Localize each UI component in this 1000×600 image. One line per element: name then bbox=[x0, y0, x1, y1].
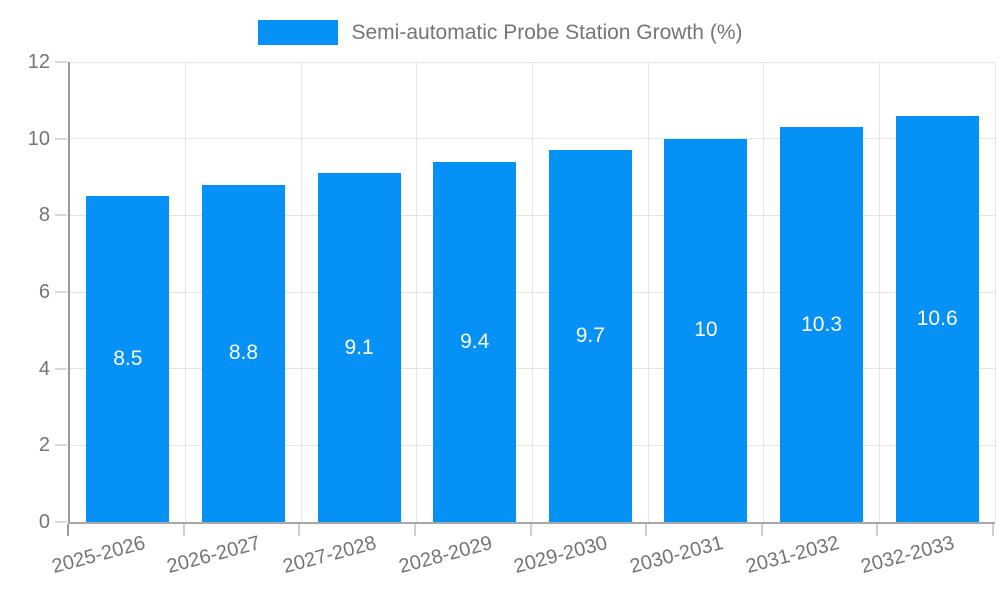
bar bbox=[895, 115, 979, 522]
y-axis-tick-mark bbox=[55, 61, 67, 63]
x-axis-tick-mark bbox=[645, 524, 648, 536]
bar bbox=[433, 161, 517, 522]
bar-value-label: 10.6 bbox=[916, 306, 958, 330]
x-axis-tick-mark bbox=[760, 524, 763, 536]
y-axis-tick-mark bbox=[55, 291, 67, 293]
y-axis-tick-label: 8 bbox=[38, 204, 50, 227]
bar bbox=[548, 150, 632, 522]
bar bbox=[317, 173, 401, 522]
vertical-gridline bbox=[647, 62, 649, 522]
legend-label[interactable]: Semi-automatic Probe Station Growth (%) bbox=[351, 20, 743, 44]
vertical-gridline bbox=[994, 62, 996, 522]
x-axis-tick-mark bbox=[298, 524, 301, 536]
x-axis-tick-label: 2031-2032 bbox=[743, 532, 842, 579]
y-axis-tick-label: 0 bbox=[38, 511, 50, 533]
x-axis-tick-label: 2032-2033 bbox=[858, 532, 957, 579]
legend[interactable]: Semi-automatic Probe Station Growth (%) bbox=[0, 20, 1000, 45]
bar bbox=[664, 138, 748, 522]
bar-value-label: 10 bbox=[694, 318, 718, 342]
vertical-gridline bbox=[416, 62, 418, 522]
y-axis-tick-mark bbox=[55, 444, 67, 447]
y-axis-tick-label: 12 bbox=[27, 51, 50, 73]
vertical-gridline bbox=[763, 62, 765, 522]
y-axis-tick-mark bbox=[55, 367, 67, 370]
y-axis-tick-label: 10 bbox=[27, 127, 50, 150]
vertical-gridline bbox=[532, 62, 533, 522]
x-axis-tick-mark bbox=[413, 524, 416, 536]
bar-value-label: 9.4 bbox=[460, 329, 490, 353]
x-axis-tick-label: 2026-2027 bbox=[165, 532, 264, 579]
bar-value-label: 8.5 bbox=[113, 347, 143, 371]
x-axis-tick-mark bbox=[67, 524, 69, 536]
y-axis-tick-label: 6 bbox=[38, 281, 50, 303]
x-axis-tick-mark bbox=[529, 524, 532, 536]
y-axis-tick-label: 4 bbox=[38, 357, 50, 380]
bar bbox=[780, 127, 864, 522]
x-axis-tick-mark bbox=[182, 524, 185, 536]
bar-value-label: 9.7 bbox=[575, 324, 605, 348]
y-axis-tick-mark bbox=[55, 137, 67, 140]
legend-swatch[interactable] bbox=[257, 20, 338, 45]
x-axis-tick-mark bbox=[876, 524, 879, 536]
x-axis-tick-label: 2025-2026 bbox=[49, 532, 148, 579]
bar-value-label: 10.3 bbox=[801, 312, 842, 336]
x-axis-tick-label: 2027-2028 bbox=[280, 532, 379, 579]
bar bbox=[86, 196, 170, 522]
x-axis-tick-label: 2029-2030 bbox=[511, 532, 611, 579]
vertical-gridline bbox=[300, 62, 302, 522]
x-axis-tick-label: 2028-2029 bbox=[396, 532, 495, 579]
bar-value-label: 8.8 bbox=[228, 341, 259, 365]
x-axis-tick-label: 2030-2031 bbox=[627, 532, 726, 579]
y-axis-tick-label: 2 bbox=[38, 434, 50, 457]
bar bbox=[201, 184, 285, 522]
vertical-gridline bbox=[878, 62, 880, 522]
y-axis-tick-mark bbox=[55, 214, 67, 217]
vertical-gridline bbox=[185, 62, 187, 522]
bar-value-label: 9.1 bbox=[344, 335, 374, 359]
plot-area: 8.5 8.8 9.1 9.4 9.7 10 10.3 10.6 bbox=[68, 61, 996, 524]
x-axis-tick-mark bbox=[992, 524, 994, 536]
y-axis-tick-mark bbox=[55, 521, 67, 523]
